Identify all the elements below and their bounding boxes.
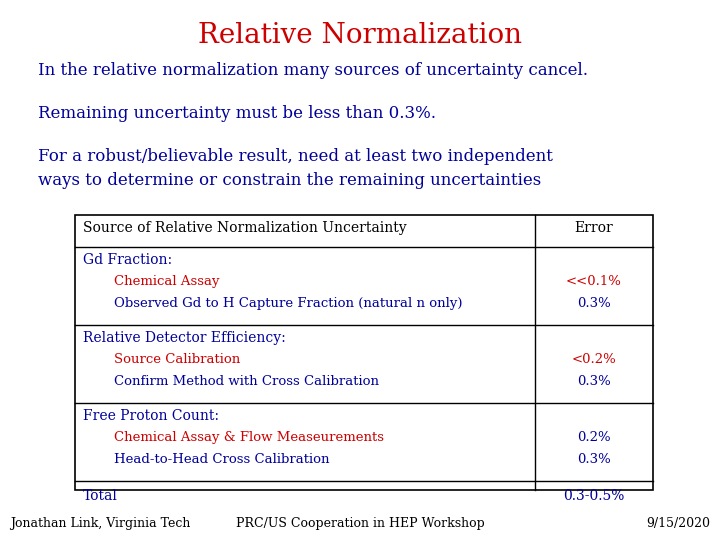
- Text: Total: Total: [83, 489, 118, 503]
- Text: Chemical Assay: Chemical Assay: [97, 275, 220, 288]
- Text: Observed Gd to H Capture Fraction (natural n only): Observed Gd to H Capture Fraction (natur…: [97, 297, 462, 310]
- Text: Free Proton Count:: Free Proton Count:: [83, 409, 219, 423]
- Text: In the relative normalization many sources of uncertainty cancel.: In the relative normalization many sourc…: [38, 62, 588, 79]
- Bar: [75, 215, 653, 490]
- Text: Confirm Method with Cross Calibration: Confirm Method with Cross Calibration: [97, 375, 379, 388]
- Text: Head-to-Head Cross Calibration: Head-to-Head Cross Calibration: [97, 453, 330, 466]
- Text: 0.3-0.5%: 0.3-0.5%: [563, 489, 624, 503]
- Text: Gd Fraction:: Gd Fraction:: [83, 253, 172, 267]
- Text: 0.3%: 0.3%: [577, 453, 611, 466]
- Text: ways to determine or constrain the remaining uncertainties: ways to determine or constrain the remai…: [38, 172, 541, 189]
- Text: 9/15/2020: 9/15/2020: [646, 517, 710, 530]
- Text: PRC/US Cooperation in HEP Workshop: PRC/US Cooperation in HEP Workshop: [235, 517, 485, 530]
- Text: 0.3%: 0.3%: [577, 375, 611, 388]
- Text: Remaining uncertainty must be less than 0.3%.: Remaining uncertainty must be less than …: [38, 105, 436, 122]
- Text: For a robust/believable result, need at least two independent: For a robust/believable result, need at …: [38, 148, 553, 165]
- Text: Source of Relative Normalization Uncertainty: Source of Relative Normalization Uncerta…: [83, 221, 407, 235]
- Text: 0.3%: 0.3%: [577, 297, 611, 310]
- Text: Error: Error: [575, 221, 613, 235]
- Text: Relative Normalization: Relative Normalization: [198, 22, 522, 49]
- Text: Relative Detector Efficiency:: Relative Detector Efficiency:: [83, 331, 286, 345]
- Text: <<0.1%: <<0.1%: [566, 275, 621, 288]
- Text: Chemical Assay & Flow Measeurements: Chemical Assay & Flow Measeurements: [97, 431, 384, 444]
- Text: Jonathan Link, Virginia Tech: Jonathan Link, Virginia Tech: [10, 517, 190, 530]
- Text: 0.2%: 0.2%: [577, 431, 611, 444]
- Text: Source Calibration: Source Calibration: [97, 353, 240, 366]
- Text: <0.2%: <0.2%: [572, 353, 616, 366]
